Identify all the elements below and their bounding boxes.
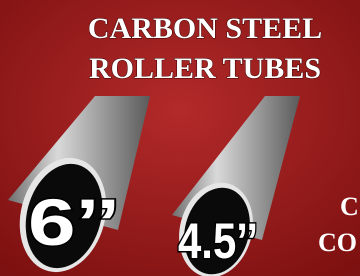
title-line: ROLLER TUBES — [89, 52, 321, 85]
tube-size: 4.5’’ — [178, 213, 258, 269]
side-text: CO — [318, 228, 357, 257]
title-line: CARBON STEEL — [88, 12, 322, 45]
tube-size: 6’’ — [28, 185, 120, 259]
side-text: C — [340, 192, 359, 221]
product-banner: CARBON STEEL ROLLER TUBES 6’’ 4.5’’ C CO — [0, 0, 360, 276]
page: {"title": {"line1": "CARBON STEEL", "lin… — [0, 0, 360, 276]
